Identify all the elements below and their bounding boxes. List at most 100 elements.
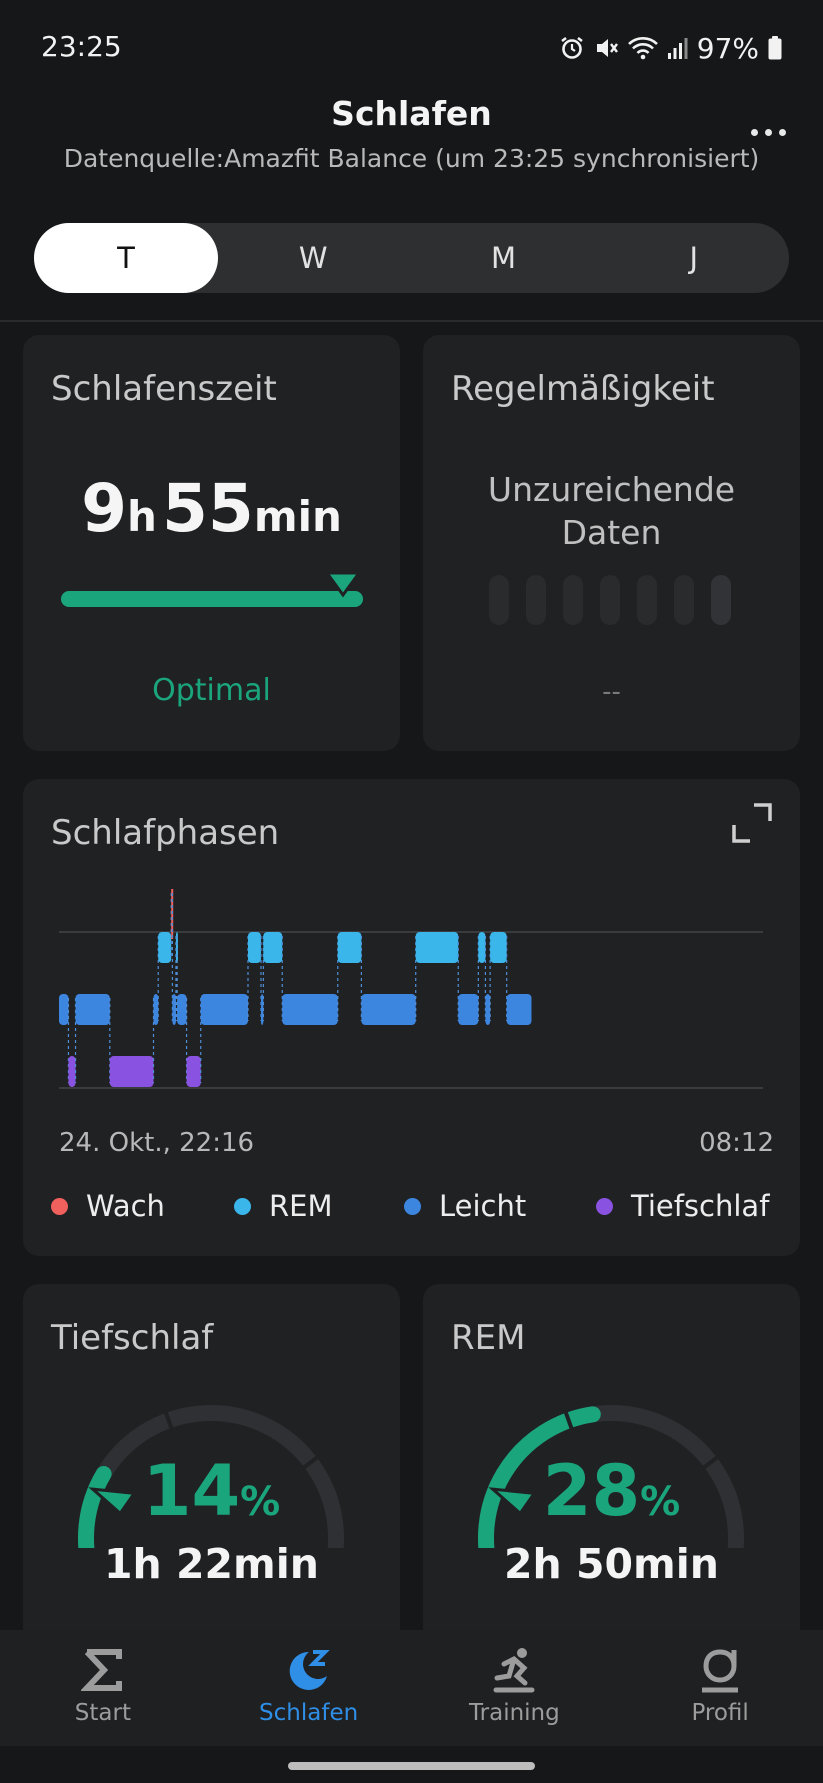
- gauge-tick: [701, 1454, 720, 1471]
- nav-sleep[interactable]: Schlafen: [206, 1630, 412, 1746]
- bottom-nav: Start Schlafen Training Profil: [0, 1630, 823, 1746]
- period-tabs: T W M J: [34, 223, 789, 293]
- legend-label: Wach: [86, 1189, 165, 1223]
- rem-card[interactable]: REM 28% 2h 50min: [423, 1284, 800, 1664]
- status-icons: 97%: [559, 30, 783, 66]
- sigma-icon: [80, 1649, 122, 1691]
- nav-training[interactable]: Training: [412, 1630, 618, 1746]
- legend-rem: REM: [234, 1189, 333, 1223]
- stage-segment-tiefschlaf: [186, 1056, 201, 1087]
- sleep-hours-unit: h: [127, 492, 157, 541]
- sleep-time-bar-fill: [61, 591, 363, 607]
- running-icon: [493, 1648, 535, 1693]
- nav-start[interactable]: Start: [0, 1630, 206, 1746]
- expand-icon[interactable]: [730, 801, 774, 845]
- card-title: Regelmäßigkeit: [451, 369, 715, 409]
- card-title: REM: [451, 1318, 526, 1358]
- chart-start-label: 24. Okt., 22:16: [59, 1128, 255, 1158]
- mute-icon: [596, 39, 618, 57]
- nav-label: Training: [468, 1700, 560, 1726]
- more-dot-icon: [764, 128, 772, 136]
- hypnogram-chart: [59, 889, 763, 1089]
- regularity-message-line: Unzureichende: [487, 470, 736, 509]
- sleep-time-bar: [61, 573, 363, 607]
- sleep-time-marker-icon: [325, 573, 361, 598]
- stage-segment-leicht: [458, 994, 479, 1025]
- more-options-button[interactable]: [743, 112, 793, 152]
- legend-label: REM: [269, 1189, 333, 1223]
- sleep-hours: 9: [81, 470, 127, 547]
- stage-segment-leicht: [361, 994, 416, 1025]
- legend-wach: Wach: [51, 1189, 165, 1223]
- rem-percent: 28%: [423, 1450, 800, 1532]
- stage-segment-rem: [247, 932, 261, 963]
- stage-segment-leicht: [172, 994, 176, 1025]
- gauge-tick: [163, 1410, 174, 1431]
- sleep-status: Optimal: [152, 673, 271, 708]
- stage-segment-leicht: [75, 994, 110, 1025]
- stage-segment-rem: [263, 932, 283, 963]
- data-source-subtitle: Datenquelle:Amazfit Balance (um 23:25 sy…: [63, 144, 760, 173]
- percent-unit: %: [640, 1479, 681, 1525]
- legend-tiefschlaf: Tiefschlaf: [596, 1189, 769, 1223]
- legend-leicht: Leicht: [404, 1189, 526, 1223]
- sleep-phases-card[interactable]: Schlafphasen 24. Okt., 22:16 08:12 Wach …: [23, 779, 800, 1256]
- sleep-time-card[interactable]: Schlafenszeit 9h 55min Optimal: [23, 335, 400, 751]
- legend-dot-icon: [234, 1197, 251, 1215]
- gauge-fill: [478, 1406, 601, 1548]
- percent-unit: %: [240, 1479, 281, 1525]
- stage-segment-leicht: [506, 994, 532, 1025]
- percent-value: 28: [542, 1450, 641, 1532]
- tab-week[interactable]: W: [298, 241, 328, 275]
- battery-icon: [768, 36, 782, 60]
- deep-sleep-card[interactable]: Tiefschlaf 14% 1h 22min: [23, 1284, 400, 1664]
- legend-label: Tiefschlaf: [631, 1189, 770, 1223]
- regularity-card[interactable]: Regelmäßigkeit Unzureichende Daten --: [423, 335, 800, 751]
- chart-end-label: 08:12: [699, 1128, 774, 1158]
- wifi-icon: [627, 37, 658, 60]
- legend-dot-icon: [51, 1197, 68, 1215]
- nav-label: Start: [74, 1700, 131, 1726]
- gauge-tick: [301, 1454, 320, 1471]
- page-title: Schlafen: [331, 94, 492, 133]
- nav-label: Schlafen: [259, 1700, 359, 1726]
- deep-sleep-gauge: [78, 1405, 344, 1548]
- regularity-message: Unzureichende Daten: [423, 468, 800, 554]
- nav-profile[interactable]: Profil: [617, 1630, 823, 1746]
- stage-segment-leicht: [282, 994, 338, 1025]
- legend-dot-icon: [404, 1197, 421, 1215]
- stage-segment-rem: [337, 932, 362, 963]
- stage-segment-rem: [158, 932, 172, 963]
- profile-icon: [702, 1649, 739, 1693]
- status-bar: 23:25 97%: [0, 0, 823, 96]
- sleep-minutes: 55: [162, 470, 254, 547]
- more-dot-icon: [778, 128, 786, 136]
- home-indicator[interactable]: [288, 1762, 535, 1770]
- stage-segment-leicht: [177, 994, 187, 1025]
- stage-segment-leicht: [485, 994, 491, 1025]
- sleep-minutes-unit: min: [253, 492, 342, 541]
- gauge-tick: [563, 1410, 574, 1431]
- rem-gauge: [478, 1405, 744, 1548]
- card-title: Schlafphasen: [51, 813, 280, 853]
- stage-segment-rem: [478, 932, 486, 963]
- gauge-marker-icon: [88, 1487, 137, 1516]
- rem-duration: 2h 50min: [503, 1540, 719, 1588]
- stage-segment-leicht: [153, 994, 159, 1025]
- card-title: Tiefschlaf: [51, 1318, 214, 1358]
- header-divider: [0, 320, 823, 322]
- tab-day[interactable]: T: [34, 223, 218, 293]
- legend-dot-icon: [596, 1197, 613, 1215]
- card-title: Schlafenszeit: [51, 369, 277, 409]
- tab-year[interactable]: J: [689, 241, 699, 275]
- regularity-message-line: Daten: [561, 513, 662, 552]
- stage-segment-tiefschlaf: [68, 1056, 76, 1087]
- tab-month[interactable]: M: [490, 241, 516, 275]
- regularity-bars: [489, 575, 731, 625]
- gauge-marker-icon: [488, 1487, 537, 1516]
- deep-sleep-duration: 1h 22min: [103, 1540, 319, 1588]
- more-dot-icon: [750, 128, 758, 136]
- regularity-value: --: [602, 677, 621, 707]
- stage-segment-leicht: [200, 994, 248, 1025]
- stage-segment-rem: [490, 932, 507, 963]
